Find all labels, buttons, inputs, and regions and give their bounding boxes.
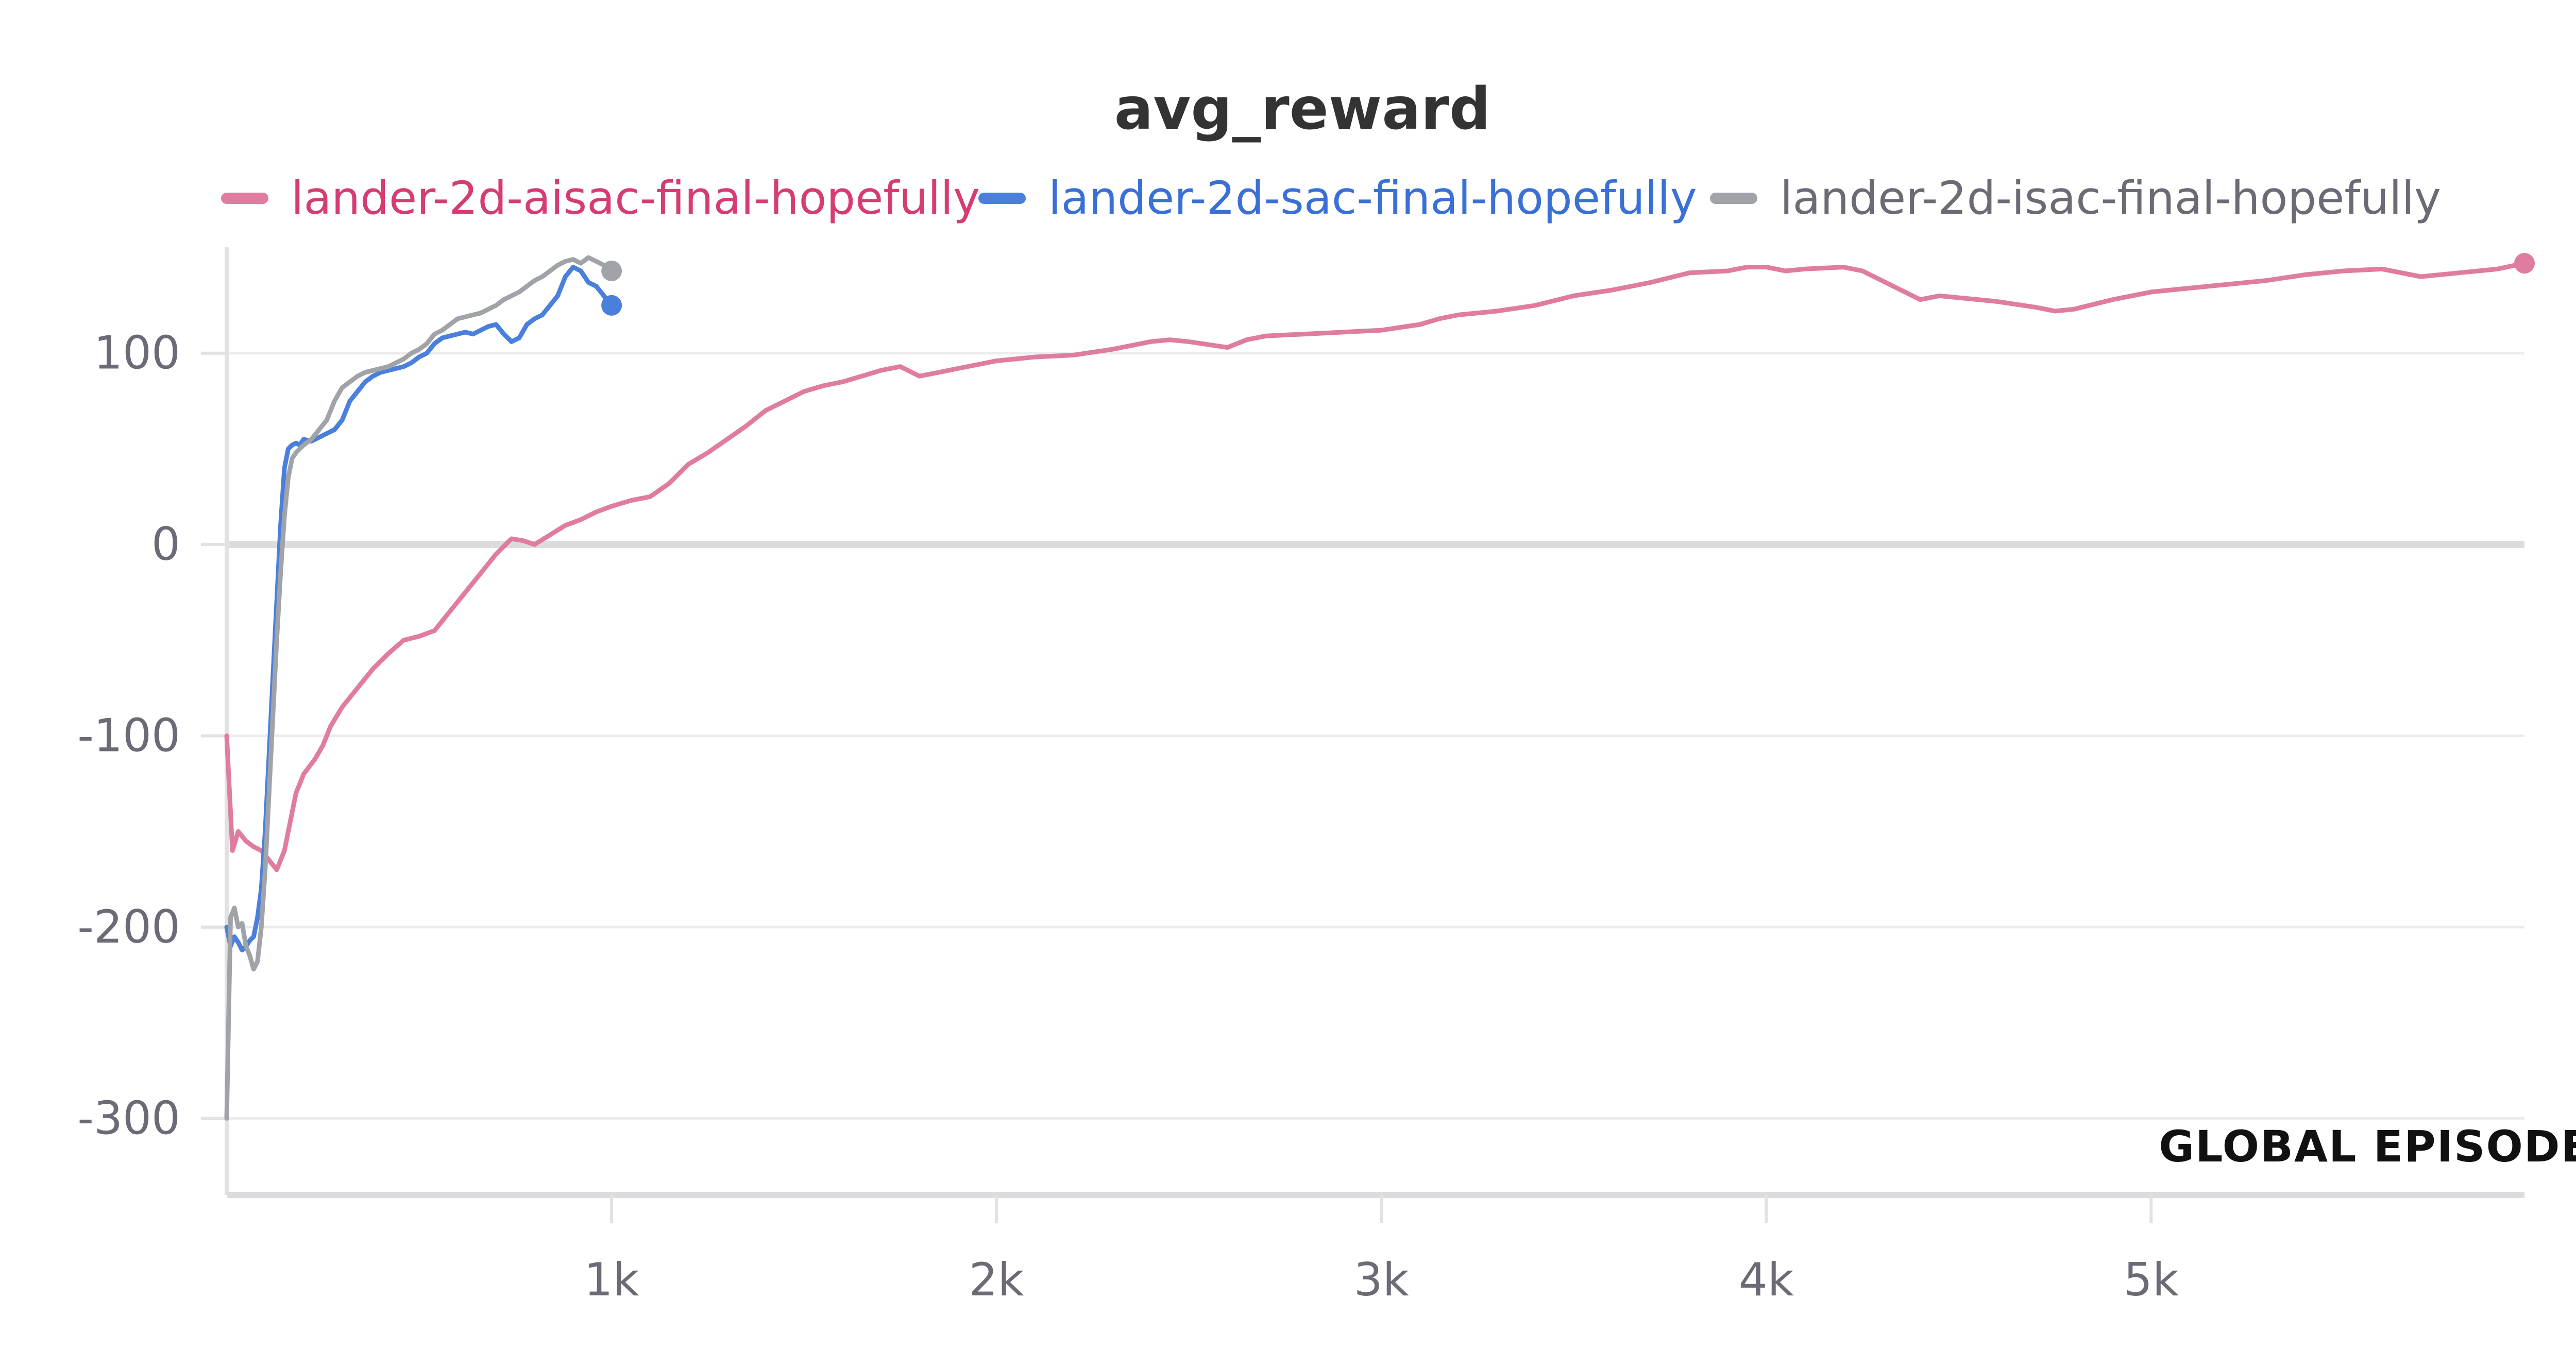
series-lines — [224, 253, 2535, 1121]
series-line-0 — [224, 261, 2527, 873]
series-end-dot-2 — [601, 261, 622, 281]
tick-labels: 100 0 -100 -200 -300 1k 2k 3k 4k 5k — [77, 327, 2179, 1306]
legend: lander-2d-aisac-final-hopefully lander-2d… — [221, 172, 2441, 225]
x-axis-label: GLOBAL EPISODE — [2159, 1121, 2576, 1172]
y-tick-label: -100 — [77, 709, 180, 762]
series-line-2 — [224, 255, 614, 1121]
series-end-dot-0 — [2514, 253, 2535, 274]
gridlines — [227, 352, 2524, 1120]
legend-label-1: lander-2d-sac-final-hopefully — [1048, 172, 1697, 225]
y-tick-label: -300 — [77, 1091, 180, 1144]
legend-label-0: lander-2d-aisac-final-hopefully — [291, 172, 980, 225]
chart-title: avg_reward — [1114, 76, 1490, 143]
x-tick-label: 1k — [584, 1253, 639, 1306]
y-tick-label: -200 — [77, 900, 180, 953]
legend-label-2: lander-2d-isac-final-hopefully — [1780, 172, 2441, 225]
series-end-dot-1 — [601, 295, 622, 316]
x-tick-label: 3k — [1354, 1253, 1409, 1306]
y-tick-label: 100 — [94, 327, 180, 380]
x-tick-label: 5k — [2124, 1253, 2179, 1306]
y-tick-label: 0 — [151, 518, 180, 571]
x-tick-label: 4k — [1739, 1253, 1794, 1306]
x-tick-label: 2k — [969, 1253, 1024, 1306]
